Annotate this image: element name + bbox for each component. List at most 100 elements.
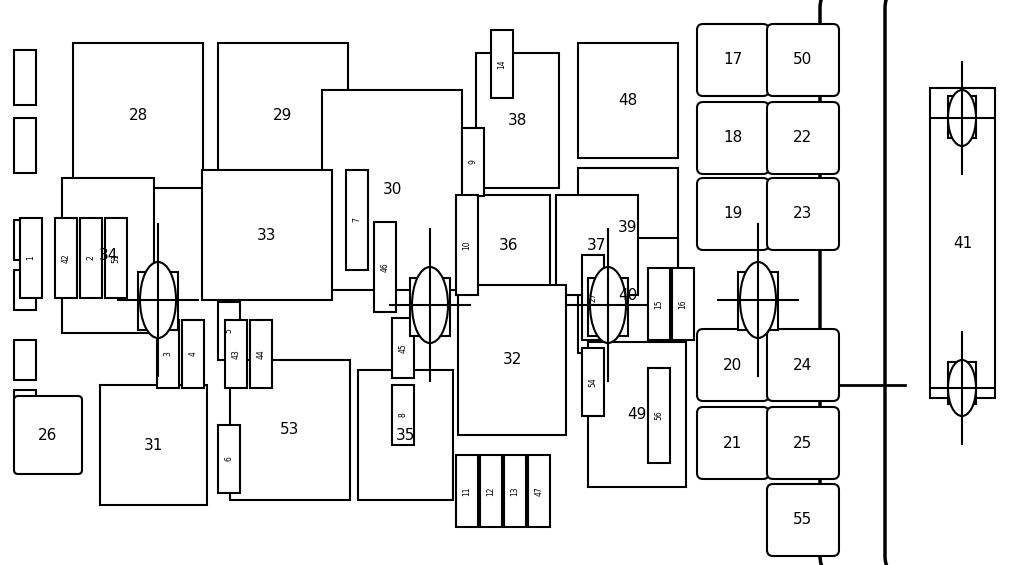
Bar bbox=[14, 50, 36, 105]
Text: 30: 30 bbox=[382, 182, 402, 198]
FancyBboxPatch shape bbox=[0, 0, 873, 565]
FancyBboxPatch shape bbox=[767, 24, 839, 96]
Bar bbox=[556, 195, 638, 295]
Ellipse shape bbox=[948, 360, 976, 416]
Bar bbox=[578, 238, 678, 353]
Text: 40: 40 bbox=[618, 288, 638, 303]
Bar bbox=[250, 320, 272, 388]
FancyBboxPatch shape bbox=[767, 407, 839, 479]
Bar bbox=[578, 168, 678, 288]
Bar bbox=[456, 455, 478, 527]
Text: 21: 21 bbox=[723, 436, 743, 450]
Text: 53: 53 bbox=[280, 423, 300, 437]
Bar bbox=[480, 455, 502, 527]
Text: 15: 15 bbox=[654, 299, 663, 309]
Text: 43: 43 bbox=[232, 349, 240, 359]
Bar bbox=[456, 195, 478, 295]
Bar bbox=[582, 348, 604, 416]
Text: 55: 55 bbox=[793, 512, 813, 528]
Bar bbox=[14, 220, 36, 260]
Bar bbox=[468, 195, 550, 295]
Bar bbox=[322, 90, 462, 290]
Text: 38: 38 bbox=[508, 113, 527, 128]
Bar bbox=[392, 385, 414, 445]
Bar bbox=[582, 255, 604, 340]
Bar bbox=[157, 320, 179, 388]
Text: 42: 42 bbox=[62, 253, 70, 263]
Text: 22: 22 bbox=[793, 131, 813, 146]
Text: 16: 16 bbox=[679, 299, 687, 309]
Text: 23: 23 bbox=[793, 206, 813, 221]
Text: 19: 19 bbox=[723, 206, 743, 221]
Text: 48: 48 bbox=[618, 93, 638, 108]
FancyBboxPatch shape bbox=[767, 329, 839, 401]
Text: 34: 34 bbox=[98, 248, 117, 263]
Bar bbox=[80, 218, 102, 298]
Text: 3: 3 bbox=[164, 351, 172, 357]
Bar bbox=[476, 53, 559, 188]
Text: 25: 25 bbox=[793, 436, 813, 450]
FancyBboxPatch shape bbox=[767, 484, 839, 556]
Text: 17: 17 bbox=[723, 53, 743, 67]
Text: 20: 20 bbox=[723, 358, 743, 372]
Text: 36: 36 bbox=[500, 237, 519, 253]
Text: 10: 10 bbox=[462, 240, 472, 250]
Bar bbox=[55, 218, 77, 298]
Bar bbox=[588, 278, 628, 336]
FancyBboxPatch shape bbox=[697, 178, 769, 250]
Bar bbox=[218, 425, 240, 493]
FancyBboxPatch shape bbox=[697, 329, 769, 401]
Bar bbox=[105, 218, 127, 298]
Text: 46: 46 bbox=[380, 262, 389, 272]
Text: 32: 32 bbox=[503, 353, 521, 367]
Bar bbox=[20, 218, 42, 298]
Text: 47: 47 bbox=[535, 486, 544, 496]
Bar bbox=[218, 43, 348, 188]
Text: 35: 35 bbox=[396, 428, 415, 442]
FancyBboxPatch shape bbox=[820, 0, 1030, 565]
Ellipse shape bbox=[740, 262, 776, 338]
Text: 8: 8 bbox=[399, 412, 408, 418]
Bar bbox=[648, 368, 670, 463]
Bar bbox=[14, 118, 36, 173]
Text: 9: 9 bbox=[469, 159, 478, 164]
Bar bbox=[62, 178, 154, 333]
Bar bbox=[462, 128, 484, 196]
FancyBboxPatch shape bbox=[697, 407, 769, 479]
Text: 39: 39 bbox=[618, 220, 638, 236]
Ellipse shape bbox=[140, 262, 176, 338]
Text: 4: 4 bbox=[188, 351, 198, 357]
Bar bbox=[528, 455, 550, 527]
Bar bbox=[14, 390, 36, 430]
Bar bbox=[392, 318, 414, 378]
Bar bbox=[948, 362, 976, 404]
Text: 13: 13 bbox=[511, 486, 519, 496]
Text: 11: 11 bbox=[462, 486, 472, 496]
Ellipse shape bbox=[948, 90, 976, 146]
Text: 31: 31 bbox=[144, 437, 163, 453]
Text: 50: 50 bbox=[793, 53, 813, 67]
FancyBboxPatch shape bbox=[697, 102, 769, 174]
Bar bbox=[202, 170, 332, 300]
Text: 37: 37 bbox=[587, 237, 607, 253]
Text: 1: 1 bbox=[27, 255, 35, 260]
FancyBboxPatch shape bbox=[767, 178, 839, 250]
FancyBboxPatch shape bbox=[697, 24, 769, 96]
Bar bbox=[648, 268, 670, 340]
Bar bbox=[225, 320, 247, 388]
Text: 51: 51 bbox=[111, 253, 121, 263]
Bar bbox=[458, 285, 566, 435]
FancyBboxPatch shape bbox=[885, 0, 1030, 565]
Bar bbox=[346, 170, 368, 270]
Text: 49: 49 bbox=[627, 407, 647, 422]
Bar bbox=[491, 30, 513, 98]
Text: 28: 28 bbox=[129, 108, 147, 123]
Bar bbox=[358, 370, 453, 500]
Text: 45: 45 bbox=[399, 343, 408, 353]
Text: 5: 5 bbox=[225, 329, 234, 333]
Bar bbox=[100, 385, 207, 505]
Bar bbox=[504, 455, 526, 527]
Bar bbox=[138, 272, 178, 330]
Text: 29: 29 bbox=[273, 108, 293, 123]
Bar bbox=[739, 272, 778, 330]
